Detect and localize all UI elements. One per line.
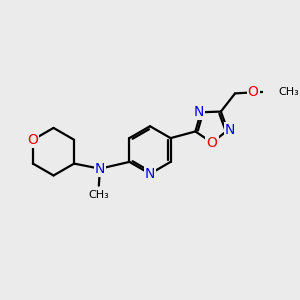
Text: CH₃: CH₃ — [278, 87, 299, 97]
Text: O: O — [248, 85, 259, 99]
Text: O: O — [206, 136, 218, 150]
Text: N: N — [225, 123, 235, 137]
Text: CH₃: CH₃ — [88, 190, 109, 200]
Text: N: N — [194, 105, 204, 119]
Text: N: N — [95, 162, 105, 176]
Text: N: N — [145, 167, 155, 181]
Text: O: O — [28, 133, 38, 147]
